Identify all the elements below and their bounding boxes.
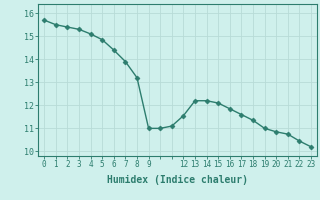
X-axis label: Humidex (Indice chaleur): Humidex (Indice chaleur) [107,175,248,185]
